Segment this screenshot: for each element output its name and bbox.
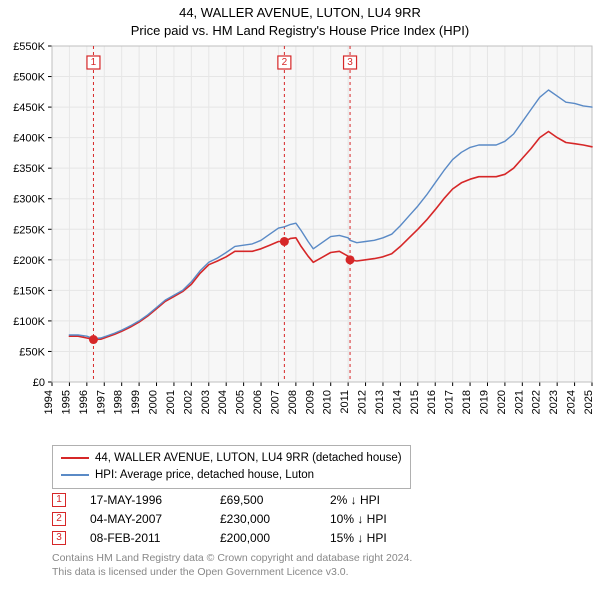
svg-text:2014: 2014 — [391, 390, 403, 414]
svg-text:3: 3 — [347, 57, 353, 68]
svg-text:2022: 2022 — [531, 390, 543, 414]
svg-text:2019: 2019 — [478, 390, 490, 414]
svg-text:£200K: £200K — [13, 255, 45, 267]
sales-row: 1 17-MAY-1996£69,5002% ↓ HPI — [52, 490, 440, 509]
svg-text:£0: £0 — [33, 377, 45, 389]
legend-item: 44, WALLER AVENUE, LUTON, LU4 9RR (detac… — [61, 450, 402, 467]
legend-swatch — [61, 457, 89, 459]
sales-row: 2 04-MAY-2007£230,00010% ↓ HPI — [52, 509, 440, 528]
page-title: 44, WALLER AVENUE, LUTON, LU4 9RR — [0, 0, 600, 22]
svg-text:2003: 2003 — [200, 390, 212, 414]
svg-text:£250K: £250K — [13, 224, 45, 236]
sale-delta: 2% ↓ HPI — [330, 493, 440, 507]
sale-marker-icon: 2 — [52, 512, 66, 526]
footnote: Contains HM Land Registry data © Crown c… — [52, 552, 412, 579]
svg-text:2012: 2012 — [357, 390, 369, 414]
svg-text:2013: 2013 — [374, 390, 386, 414]
svg-text:2015: 2015 — [409, 390, 421, 414]
sale-date: 04-MAY-2007 — [90, 512, 220, 526]
svg-text:£350K: £350K — [13, 163, 45, 175]
sale-marker-icon: 3 — [52, 531, 66, 545]
svg-text:2017: 2017 — [444, 390, 456, 414]
svg-text:£150K: £150K — [13, 285, 45, 297]
sale-date: 17-MAY-1996 — [90, 493, 220, 507]
sales-row: 3 08-FEB-2011£200,00015% ↓ HPI — [52, 528, 440, 547]
svg-text:1994: 1994 — [43, 390, 55, 414]
svg-text:£400K: £400K — [13, 133, 45, 145]
sale-price: £69,500 — [220, 493, 330, 507]
svg-text:2009: 2009 — [304, 390, 316, 414]
svg-text:2010: 2010 — [322, 390, 334, 414]
svg-text:1997: 1997 — [95, 390, 107, 414]
sale-delta: 10% ↓ HPI — [330, 512, 440, 526]
svg-text:£300K: £300K — [13, 194, 45, 206]
price-chart: £0 £50K £100K £150K £200K £250K £300K £350K £400… — [0, 40, 600, 440]
page-subtitle: Price paid vs. HM Land Registry's House … — [0, 22, 600, 42]
svg-text:2024: 2024 — [566, 390, 578, 414]
legend: 44, WALLER AVENUE, LUTON, LU4 9RR (detac… — [52, 445, 411, 489]
footnote-line: Contains HM Land Registry data © Crown c… — [52, 552, 412, 566]
legend-item: HPI: Average price, detached house, Luto… — [61, 467, 402, 484]
svg-text:2011: 2011 — [339, 390, 351, 414]
svg-text:2021: 2021 — [513, 390, 525, 414]
svg-text:2007: 2007 — [269, 390, 281, 414]
svg-text:2000: 2000 — [148, 390, 160, 414]
footnote-line: This data is licensed under the Open Gov… — [52, 566, 412, 580]
sale-delta: 15% ↓ HPI — [330, 531, 440, 545]
svg-text:2004: 2004 — [217, 390, 229, 414]
legend-label: 44, WALLER AVENUE, LUTON, LU4 9RR (detac… — [95, 450, 402, 467]
svg-text:2008: 2008 — [287, 390, 299, 414]
svg-text:£50K: £50K — [19, 346, 45, 358]
sale-price: £200,000 — [220, 531, 330, 545]
svg-text:£500K: £500K — [13, 72, 45, 84]
svg-text:£100K: £100K — [13, 316, 45, 328]
svg-text:1996: 1996 — [78, 390, 90, 414]
svg-text:2025: 2025 — [583, 390, 595, 414]
sale-price: £230,000 — [220, 512, 330, 526]
svg-text:2005: 2005 — [235, 390, 247, 414]
svg-text:1: 1 — [91, 57, 97, 68]
sales-table: 1 17-MAY-1996£69,5002% ↓ HPI 2 04-MAY-2007£… — [52, 490, 440, 547]
svg-text:1999: 1999 — [130, 390, 142, 414]
svg-text:2016: 2016 — [426, 390, 438, 414]
sale-marker-icon: 1 — [52, 493, 66, 507]
svg-text:£450K: £450K — [13, 102, 45, 114]
svg-text:2018: 2018 — [461, 390, 473, 414]
legend-swatch — [61, 474, 89, 476]
svg-text:2006: 2006 — [252, 390, 264, 414]
svg-text:2020: 2020 — [496, 390, 508, 414]
svg-text:£550K: £550K — [13, 41, 45, 53]
sale-date: 08-FEB-2011 — [90, 531, 220, 545]
svg-text:1995: 1995 — [60, 390, 72, 414]
svg-text:2001: 2001 — [165, 390, 177, 414]
svg-text:2: 2 — [282, 57, 288, 68]
svg-text:2002: 2002 — [182, 390, 194, 414]
legend-label: HPI: Average price, detached house, Luto… — [95, 467, 314, 484]
svg-text:2023: 2023 — [548, 390, 560, 414]
svg-text:1998: 1998 — [113, 390, 125, 414]
